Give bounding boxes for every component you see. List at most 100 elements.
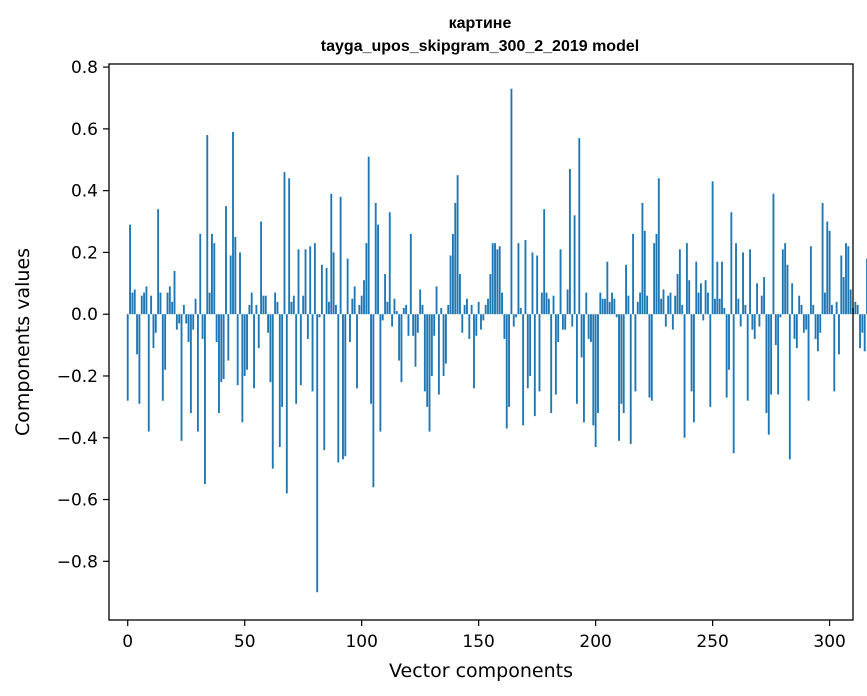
bar xyxy=(182,304,185,315)
bar xyxy=(781,249,784,315)
bar xyxy=(571,314,574,327)
bar xyxy=(243,314,246,376)
bar xyxy=(260,221,263,315)
x-tick-label: 300 xyxy=(813,632,845,652)
bar xyxy=(463,304,466,315)
bar xyxy=(145,286,148,315)
bar xyxy=(632,233,635,315)
bar xyxy=(306,314,309,339)
bar xyxy=(157,209,160,315)
bar xyxy=(655,233,658,315)
bar xyxy=(342,314,344,460)
bar xyxy=(643,230,646,315)
bar xyxy=(653,243,656,315)
bar xyxy=(608,301,611,315)
bar xyxy=(311,314,314,392)
y-tick-label: 0.4 xyxy=(71,182,98,202)
bar xyxy=(370,314,372,404)
bar xyxy=(430,314,433,376)
bar xyxy=(468,314,471,339)
bar xyxy=(639,292,642,315)
bar xyxy=(685,243,688,315)
bar xyxy=(772,193,775,315)
bar xyxy=(564,314,567,330)
bar xyxy=(257,314,260,349)
y-axis-label: Components values xyxy=(12,248,34,436)
bar xyxy=(723,308,726,315)
bar xyxy=(480,314,482,330)
bar xyxy=(725,314,728,398)
bar xyxy=(648,314,651,398)
bar xyxy=(391,314,394,327)
bar xyxy=(234,236,237,315)
bar xyxy=(849,289,852,315)
bar xyxy=(688,280,691,315)
bar xyxy=(213,243,216,315)
bar xyxy=(519,308,522,315)
bar xyxy=(379,314,382,432)
bar xyxy=(325,267,328,315)
bar xyxy=(508,314,511,407)
bar xyxy=(515,314,518,318)
bar xyxy=(831,304,833,315)
bar xyxy=(491,243,494,315)
bar xyxy=(590,314,592,342)
bar xyxy=(278,314,281,448)
bar xyxy=(274,292,277,315)
bar xyxy=(718,298,721,315)
bar xyxy=(199,233,202,315)
bar xyxy=(543,209,546,315)
bar xyxy=(171,301,174,315)
bar xyxy=(704,280,707,315)
bar xyxy=(636,301,639,315)
bar xyxy=(667,295,670,315)
x-tick-label: 150 xyxy=(462,632,494,652)
bar xyxy=(365,243,368,315)
bar xyxy=(482,314,485,321)
bar xyxy=(671,314,674,330)
bar xyxy=(187,314,190,342)
bar xyxy=(292,295,295,315)
bar xyxy=(702,314,705,321)
bar xyxy=(756,283,759,315)
bar xyxy=(367,156,370,315)
bar xyxy=(629,314,632,444)
bar xyxy=(692,314,695,423)
bar xyxy=(798,295,801,315)
bar xyxy=(524,240,527,315)
bar xyxy=(583,314,585,423)
bar xyxy=(185,314,188,324)
bar xyxy=(136,314,139,355)
bar xyxy=(470,304,473,315)
bar xyxy=(788,314,791,460)
bar xyxy=(232,131,234,315)
bar xyxy=(255,304,258,315)
bar xyxy=(657,178,660,315)
bar xyxy=(297,249,300,315)
bar xyxy=(800,304,803,315)
bar xyxy=(335,304,337,315)
bar xyxy=(561,314,564,330)
bar xyxy=(709,314,712,407)
chart-title-line1: картине xyxy=(449,15,512,32)
bar xyxy=(388,212,391,315)
bar xyxy=(276,301,279,315)
y-tick-label: −0.4 xyxy=(57,429,98,449)
bar xyxy=(332,252,335,315)
bar xyxy=(845,243,847,315)
bar xyxy=(267,314,270,333)
bar xyxy=(662,289,665,315)
bar xyxy=(218,314,220,414)
bar xyxy=(578,138,581,315)
bar xyxy=(816,314,819,352)
bar xyxy=(220,314,223,383)
bar xyxy=(126,314,129,401)
bar xyxy=(168,286,171,315)
bar xyxy=(856,304,859,315)
bar xyxy=(327,301,330,315)
bar xyxy=(285,314,288,494)
bar xyxy=(140,295,143,315)
bar xyxy=(330,193,333,315)
bar xyxy=(721,261,723,315)
bar xyxy=(601,298,604,315)
